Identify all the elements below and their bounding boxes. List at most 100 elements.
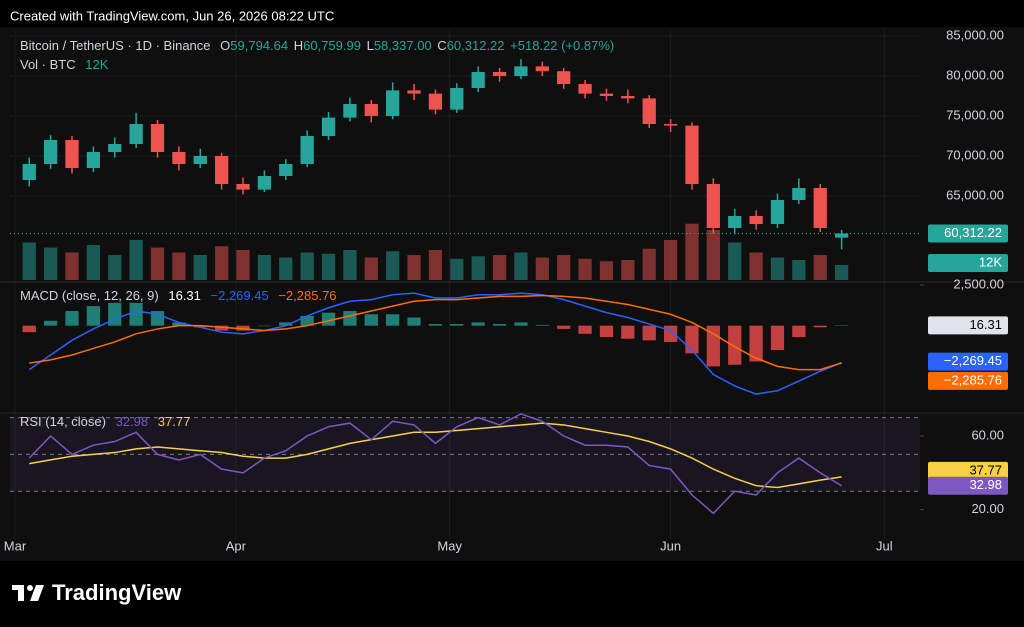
volume-bar bbox=[150, 247, 165, 280]
volume-tag-box bbox=[928, 254, 1008, 272]
macd-histogram-bar bbox=[450, 324, 464, 326]
brand: TradingView bbox=[52, 580, 182, 605]
volume-bar bbox=[193, 255, 207, 280]
y-tick-label: 85,000.00 bbox=[946, 27, 1004, 42]
macd-histogram-bar bbox=[172, 322, 186, 326]
macd-tag-box bbox=[928, 352, 1008, 371]
candle-body bbox=[321, 117, 336, 136]
macd-histogram-bar bbox=[728, 325, 742, 365]
volume-bar bbox=[749, 252, 763, 280]
candle-body bbox=[129, 124, 143, 144]
candle-body bbox=[407, 90, 421, 94]
rsi-ma-tag: 37.77 bbox=[928, 461, 1008, 480]
volume-bar bbox=[428, 250, 443, 280]
candle-body bbox=[215, 156, 229, 184]
x-tick-label: Mar bbox=[4, 538, 27, 553]
volume-bar bbox=[321, 253, 336, 280]
rsi-tag: 32.98 bbox=[928, 476, 1008, 495]
volume-bar bbox=[172, 252, 186, 280]
candle-body bbox=[642, 98, 656, 124]
macd-histogram-bar bbox=[535, 324, 549, 326]
rsi-tick-label: 60.00 bbox=[971, 427, 1004, 442]
volume-bar bbox=[770, 257, 785, 280]
volume-bar bbox=[557, 255, 571, 280]
c-prefix: C bbox=[437, 38, 446, 53]
candle-body bbox=[514, 66, 528, 76]
volume-bar bbox=[65, 252, 79, 280]
volume-tag-text: 12K bbox=[979, 254, 1002, 269]
volume-bar bbox=[685, 223, 699, 280]
macd-histogram-bar bbox=[428, 324, 443, 326]
macd-histogram-bar bbox=[492, 324, 507, 326]
candle-body bbox=[706, 184, 720, 228]
macd-histogram-bar bbox=[364, 314, 378, 326]
macd-histogram-bar bbox=[193, 325, 207, 328]
macd-value: −2,269.45 bbox=[211, 288, 269, 303]
volume-bar bbox=[236, 250, 250, 280]
l-prefix: L bbox=[367, 38, 374, 53]
volume-bar bbox=[792, 260, 806, 280]
signal-tag: −2,285.76 bbox=[928, 371, 1008, 390]
macd-hist-value: 16.31 bbox=[168, 288, 201, 303]
candle-body bbox=[834, 233, 849, 238]
candle-body bbox=[728, 216, 742, 228]
rsi-value: 32.98 bbox=[116, 414, 149, 429]
volume-bar bbox=[728, 242, 742, 280]
macd-tag-text: −2,269.45 bbox=[944, 353, 1002, 368]
volume-title: Vol · BTC bbox=[20, 57, 76, 72]
low: 58,337.00 bbox=[374, 38, 432, 53]
macd-histogram-bar bbox=[471, 322, 485, 326]
candle-body bbox=[428, 93, 443, 110]
candle-body bbox=[279, 164, 293, 176]
macd-histogram-bar bbox=[150, 311, 165, 326]
candle-body bbox=[685, 125, 699, 184]
candle-body bbox=[770, 200, 785, 224]
volume-bar bbox=[642, 248, 656, 280]
candle-body bbox=[43, 140, 58, 164]
volume-bar bbox=[706, 230, 720, 280]
macd-histogram-bar bbox=[813, 325, 827, 328]
macd-histogram-bar bbox=[749, 325, 763, 362]
change: +518.22 (+0.87%) bbox=[510, 38, 614, 53]
macd-histogram-bar bbox=[129, 302, 143, 326]
symbol: Bitcoin / TetherUS · 1D · Binance bbox=[20, 38, 211, 53]
volume-bar bbox=[834, 265, 849, 280]
macd-title: MACD (close, 12, 26, 9) bbox=[20, 288, 159, 303]
volume-bar bbox=[300, 252, 314, 280]
price-tag-box bbox=[928, 224, 1008, 243]
volume-bar bbox=[257, 255, 272, 280]
volume-bar bbox=[215, 246, 229, 280]
candle-body bbox=[108, 144, 122, 152]
candle-body bbox=[621, 96, 635, 99]
macd-histogram-bar bbox=[621, 325, 635, 339]
macd-line bbox=[28, 292, 842, 395]
y-tick-label: 75,000.00 bbox=[946, 107, 1004, 122]
y-tick-label: 80,000.00 bbox=[946, 67, 1004, 82]
macd-histogram-bar bbox=[599, 325, 614, 338]
volume-bar bbox=[386, 251, 400, 280]
created-note: Created with TradingView.com, Jun 26, 20… bbox=[10, 8, 334, 23]
volume-bar bbox=[343, 250, 357, 280]
macd-hist-tag-box bbox=[928, 316, 1008, 335]
volume-bar bbox=[621, 260, 635, 280]
volume-bar bbox=[514, 252, 528, 280]
logo: TradingView bbox=[12, 580, 182, 605]
macd-histogram-bar bbox=[343, 311, 357, 326]
candle-body bbox=[343, 104, 357, 118]
rsi-tag-text: 32.98 bbox=[969, 477, 1002, 492]
volume-bar bbox=[364, 257, 378, 280]
candle-body bbox=[749, 216, 763, 224]
macd-histogram-bar bbox=[257, 325, 272, 327]
candle-body bbox=[364, 104, 378, 116]
rsi-line bbox=[28, 413, 843, 515]
candle-body bbox=[450, 88, 464, 110]
rsi-legend: RSI (14, close) 32.98 37.77 bbox=[20, 414, 190, 429]
candle-body bbox=[557, 71, 571, 84]
candle-body bbox=[150, 124, 165, 152]
volume-bar bbox=[813, 255, 827, 280]
o-prefix: O bbox=[220, 38, 230, 53]
volume-bar bbox=[279, 257, 293, 280]
macd-histogram-bar bbox=[43, 320, 58, 326]
x-tick-label: Apr bbox=[226, 538, 247, 553]
macd-histogram-bar bbox=[65, 311, 79, 326]
